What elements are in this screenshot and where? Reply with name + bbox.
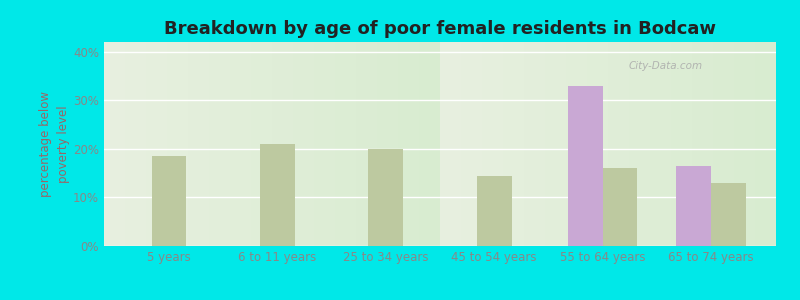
Bar <box>602 168 638 246</box>
Bar <box>676 166 711 246</box>
Y-axis label: percentage below
poverty level: percentage below poverty level <box>39 91 70 197</box>
Bar <box>568 86 602 246</box>
Bar <box>260 144 294 246</box>
Text: City-Data.com: City-Data.com <box>628 61 702 71</box>
Bar <box>152 156 186 246</box>
Bar <box>369 149 403 246</box>
Bar <box>477 176 511 246</box>
Title: Breakdown by age of poor female residents in Bodcaw: Breakdown by age of poor female resident… <box>164 20 716 38</box>
Bar <box>711 183 746 246</box>
